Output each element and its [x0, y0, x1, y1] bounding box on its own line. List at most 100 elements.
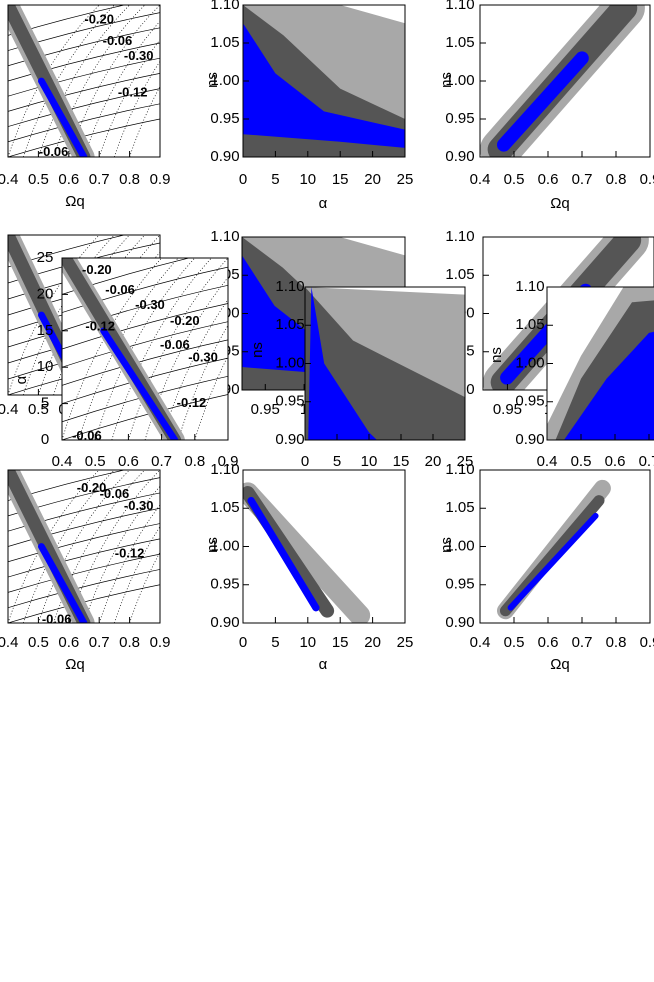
y-tick-label: 1.05: [515, 316, 544, 333]
y-tick-label: 1.00: [515, 354, 544, 371]
x-tick-label: 0.7: [89, 634, 110, 651]
x-tick-label: 0.8: [119, 634, 140, 651]
y-tick-label: 0.95: [445, 576, 474, 593]
x-tick-label: 0.4: [470, 171, 491, 188]
panel: 0.4 0.5 0.6 0.7 0.8 0.9 0.90 0.95 1.00 1.05 1.10 Ωq…: [438, 461, 654, 673]
contours: [305, 287, 465, 440]
x-tick-label: 0.4: [0, 401, 18, 418]
y-tick-label: 1.05: [445, 266, 474, 283]
x-tick-label: 25: [397, 171, 414, 188]
y-tick-label: 1.05: [275, 316, 304, 333]
contour-label: -0.06: [105, 282, 135, 297]
x-tick-label: 0.95: [493, 401, 522, 418]
panel-bg: [8, 5, 160, 157]
contour-label: -0.20: [82, 262, 112, 277]
contour-line: [62, 394, 228, 440]
x-tick-label: 5: [271, 634, 279, 651]
x-tick-label: 0.6: [538, 634, 559, 651]
contour-label: -0.12: [115, 546, 145, 561]
x-tick-label: 0.5: [504, 634, 525, 651]
x-tick-label: 10: [299, 634, 316, 651]
x-tick-label: 0: [239, 171, 247, 188]
contour-label: -0.06: [39, 144, 69, 159]
contours: [243, 482, 371, 623]
x-tick-label: 0.8: [606, 171, 627, 188]
confidence-region: [243, 23, 405, 148]
y-tick-label: 1.00: [210, 72, 239, 89]
contour-label: -0.12: [177, 395, 207, 410]
x-tick-label: 20: [364, 171, 381, 188]
x-tick-label: 0.6: [605, 453, 626, 470]
y-tick-label: 1.10: [210, 0, 239, 13]
y-tick-label: 0.95: [515, 393, 544, 410]
contour-line: [62, 266, 228, 313]
contour-line: [62, 303, 228, 350]
y-tick-label: 1.00: [445, 72, 474, 89]
x-tick-label: 0.5: [504, 171, 525, 188]
y-tick-label: 1.10: [210, 461, 239, 478]
contour-dotted: [194, 355, 228, 440]
contours: [547, 287, 654, 440]
contour-dotted: [94, 258, 196, 440]
contours: [497, 479, 611, 620]
x-tick-label: 0.4: [0, 634, 18, 651]
x-tick-label: 0.9: [640, 634, 654, 651]
y-tick-label: 1.00: [275, 354, 304, 371]
x-tick-label: 1: [300, 401, 308, 418]
y-tick-label: 1.00: [445, 537, 474, 554]
contour-label: -0.06: [103, 33, 133, 48]
y-tick-label: 1.00: [210, 537, 239, 554]
x-tick-label: 0.6: [58, 171, 79, 188]
contour-label: -0.06: [42, 611, 72, 626]
x-tick-label: 0.4: [537, 453, 558, 470]
confidence-region: [242, 255, 405, 381]
axes-frame: [61, 257, 229, 441]
panel: 0 5 10 15 20 25 0.90 0.95 1.00 1.05 1.10 α ns: [204, 461, 413, 673]
confidence-region: [496, 51, 589, 152]
x-tick-label: 0.7: [572, 634, 593, 651]
confidence-region: [38, 77, 88, 157]
y-tick-label: 0.95: [210, 110, 239, 127]
contour-line: [8, 73, 160, 112]
contour-line: [62, 321, 228, 368]
confidence-region: [38, 543, 88, 623]
x-tick-label: 0.7: [572, 171, 593, 188]
x-tick-label: 15: [393, 453, 410, 470]
x-tick-label: 15: [332, 171, 349, 188]
contour-label: -0.12: [118, 85, 148, 100]
y-tick-label: 5: [41, 395, 49, 412]
y-axis-label: ns: [438, 72, 455, 88]
y-tick-label: 10: [37, 358, 54, 375]
contours: [62, 258, 228, 440]
contours: [243, 5, 405, 157]
x-tick-label: 0.6: [118, 453, 139, 470]
x-tick-label: 0.4: [0, 171, 18, 188]
contours: [480, 5, 645, 157]
x-tick-label: 25: [457, 453, 474, 470]
x-tick-label: 0.5: [85, 453, 106, 470]
x-axis-label: Ωq: [65, 656, 85, 673]
panel-bg: [8, 470, 160, 623]
panel: 0.4 0.5 0.6 0.7 0.8 0.9Ωq-0.20-0.06-0.30-0.12…: [0, 4, 170, 210]
x-tick-label: 10: [299, 171, 316, 188]
x-tick-label: 0.9: [218, 453, 239, 470]
y-axis-label: ns: [438, 537, 455, 553]
y-tick-label: 20: [37, 285, 54, 302]
contour-dotted: [128, 258, 228, 440]
x-axis-label: Ωq: [550, 656, 570, 673]
y-tick-label: 0.90: [445, 614, 474, 631]
x-tick-label: 0.9: [150, 634, 171, 651]
x-tick-label: 0.7: [151, 453, 172, 470]
x-tick-label: 20: [364, 634, 381, 651]
y-axis-label: ns: [249, 342, 266, 358]
x-tick-label: 0.5: [28, 171, 49, 188]
contours: [8, 5, 160, 157]
y-axis-label: ns: [204, 72, 221, 88]
x-tick-label: 0.5: [28, 401, 49, 418]
y-tick-label: 1.05: [445, 34, 474, 51]
contour-dotted: [38, 470, 130, 623]
panel: 0.4 0.5 0.6 0.7 0.8 0.9 0.90 0.95 1.00 1.05 1.10 Ωq…: [438, 0, 654, 212]
contour-label: -0.12: [85, 319, 115, 334]
